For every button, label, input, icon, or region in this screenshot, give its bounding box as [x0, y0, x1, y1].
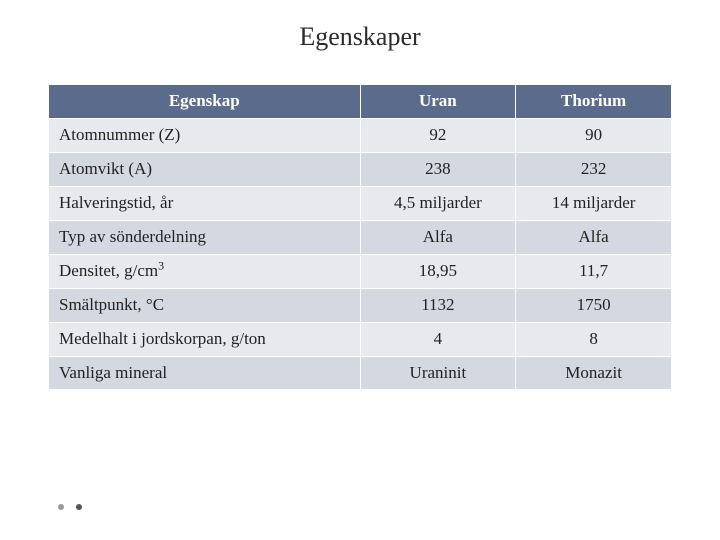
cell-uran: 18,95 — [360, 254, 516, 288]
col-header-property: Egenskap — [49, 85, 361, 119]
table-header-row: Egenskap Uran Thorium — [49, 85, 672, 119]
cell-uran: 4,5 miljarder — [360, 186, 516, 220]
cell-property: Smältpunkt, °C — [49, 288, 361, 322]
cell-thorium: 14 miljarder — [516, 186, 672, 220]
cell-property: Atomvikt (A) — [49, 152, 361, 186]
dot-icon — [58, 504, 64, 510]
table-row: Densitet, g/cm318,9511,7 — [49, 254, 672, 288]
cell-uran: 92 — [360, 118, 516, 152]
properties-table: Egenskap Uran Thorium Atomnummer (Z)9290… — [48, 84, 672, 390]
slide: Egenskaper Egenskap Uran Thorium Atomnum… — [0, 0, 720, 540]
cell-property: Halveringstid, år — [49, 186, 361, 220]
col-header-uran: Uran — [360, 85, 516, 119]
table-row: Smältpunkt, °C11321750 — [49, 288, 672, 322]
cell-uran: Uraninit — [360, 356, 516, 390]
cell-thorium: 232 — [516, 152, 672, 186]
cell-property: Densitet, g/cm3 — [49, 254, 361, 288]
cell-uran: Alfa — [360, 220, 516, 254]
page-title: Egenskaper — [0, 0, 720, 70]
table-row: Atomnummer (Z)9290 — [49, 118, 672, 152]
decorative-dots — [58, 504, 82, 510]
dot-icon — [76, 504, 82, 510]
cell-uran: 238 — [360, 152, 516, 186]
cell-uran: 1132 — [360, 288, 516, 322]
cell-thorium: 8 — [516, 322, 672, 356]
cell-thorium: 11,7 — [516, 254, 672, 288]
cell-property: Vanliga mineral — [49, 356, 361, 390]
cell-property: Medelhalt i jordskorpan, g/ton — [49, 322, 361, 356]
cell-thorium: Monazit — [516, 356, 672, 390]
cell-thorium: 90 — [516, 118, 672, 152]
table-body: Atomnummer (Z)9290Atomvikt (A)238232Halv… — [49, 118, 672, 390]
table-row: Vanliga mineralUraninitMonazit — [49, 356, 672, 390]
col-header-thorium: Thorium — [516, 85, 672, 119]
cell-uran: 4 — [360, 322, 516, 356]
cell-thorium: Alfa — [516, 220, 672, 254]
table-row: Typ av sönderdelningAlfaAlfa — [49, 220, 672, 254]
cell-property: Atomnummer (Z) — [49, 118, 361, 152]
cell-thorium: 1750 — [516, 288, 672, 322]
table-row: Halveringstid, år4,5 miljarder14 miljard… — [49, 186, 672, 220]
table-row: Atomvikt (A)238232 — [49, 152, 672, 186]
cell-property: Typ av sönderdelning — [49, 220, 361, 254]
table-container: Egenskap Uran Thorium Atomnummer (Z)9290… — [0, 70, 720, 390]
table-row: Medelhalt i jordskorpan, g/ton48 — [49, 322, 672, 356]
